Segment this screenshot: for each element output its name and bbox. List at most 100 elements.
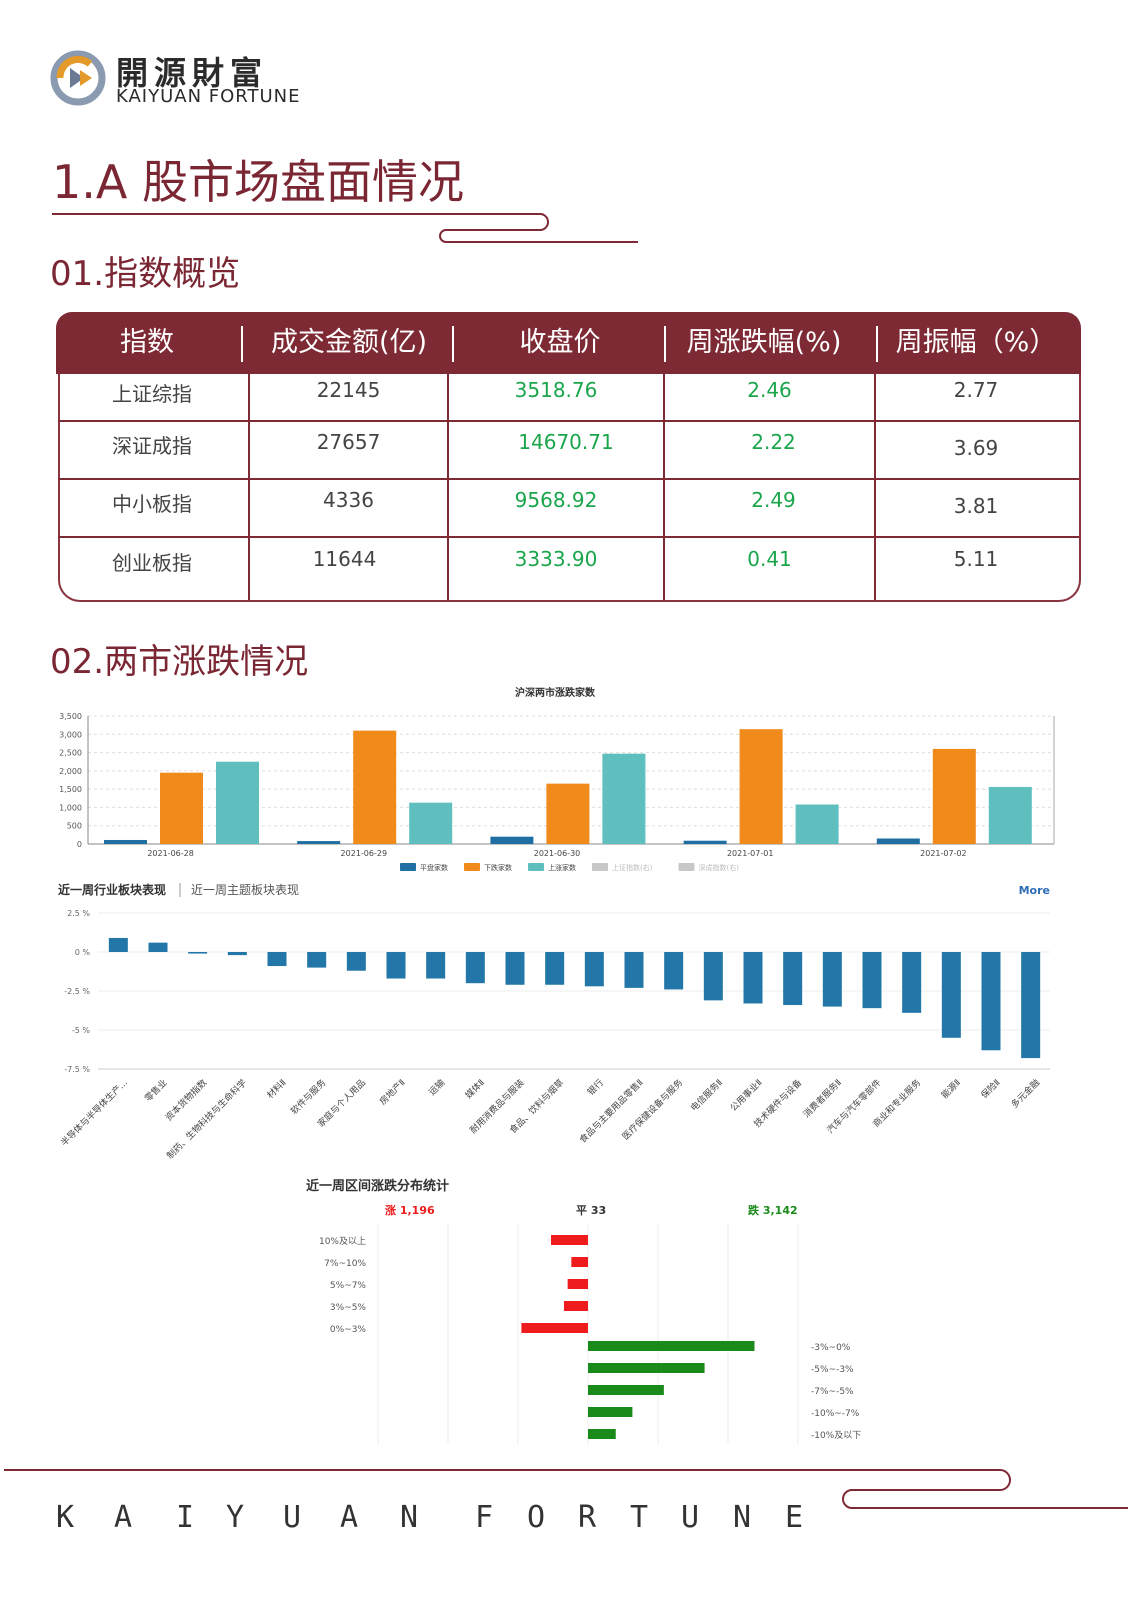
x-tick-label: 制药、生物科技与生命科学 (164, 1077, 249, 1162)
cell-index-name: 中小板指 (112, 492, 192, 516)
y-tick-label: -2.5 % (64, 987, 90, 996)
industry-bar (822, 952, 842, 1007)
cell-close: 14670.71 (518, 430, 614, 454)
up-range-label: 0%~3% (330, 1325, 367, 1335)
industry-bar (783, 952, 803, 1006)
y-tick-label: 500 (67, 822, 82, 831)
industry-bar (148, 942, 168, 952)
cell-close: 3518.76 (514, 378, 598, 402)
legend-label: 上证指数(右) (612, 863, 653, 872)
legend-swatch (400, 863, 416, 871)
footer-letter: Y (226, 1500, 245, 1535)
legend-swatch (528, 863, 544, 871)
industry-bar (902, 952, 922, 1013)
x-tick-label: 材料Ⅱ (264, 1077, 288, 1101)
cell-turnover: 27657 (316, 430, 381, 454)
bar-flat (104, 839, 147, 844)
industry-performance-chart: 近一周行业板块表现 近一周主题板块表现 More 2.5 % 0 % -2.5 % -5 %… (58, 882, 1050, 1162)
down-bar (588, 1429, 616, 1439)
industry-bar (386, 952, 406, 979)
bar-down (160, 772, 203, 844)
cell-turnover: 11644 (312, 547, 377, 571)
header-separator (876, 326, 878, 362)
row-divider (58, 478, 1079, 480)
y-tick-label: 1,500 (59, 785, 82, 794)
x-tick-label: 2021-06-29 (341, 849, 388, 858)
footer-letter: I (176, 1500, 195, 1535)
footer-line-decoration (4, 1469, 1128, 1509)
footer-letter: N (733, 1500, 752, 1535)
up-bar (563, 1301, 588, 1311)
table-header-row: 指数 成交金额(亿) 收盘价 周涨跌幅(%) 周振幅（%） (56, 312, 1081, 374)
down-count: 跌 3,142 (748, 1203, 798, 1217)
bar-up (602, 753, 646, 844)
bar-flat (490, 836, 534, 844)
x-tick-label: 软件与服务 (288, 1077, 328, 1117)
footer-letter: T (630, 1500, 649, 1535)
row-divider (58, 536, 1079, 538)
industry-bar (743, 952, 763, 1004)
y-tick-label: -7.5 % (64, 1065, 90, 1074)
tab-theme-inactive: 近一周主题板块表现 (191, 883, 299, 897)
up-range-label: 10%及以上 (319, 1236, 366, 1247)
footer-letter: O (527, 1500, 546, 1535)
y-tick-label: 1,000 (59, 803, 82, 812)
legend-label: 平盘家数 (420, 863, 448, 872)
industry-bar (664, 952, 684, 990)
x-tick-label: 2021-07-01 (727, 849, 774, 858)
more-link: More (1019, 884, 1050, 897)
x-tick-label: 房地产Ⅱ (377, 1077, 408, 1108)
industry-bar (307, 952, 327, 968)
footer-letter: N (400, 1500, 419, 1535)
footer-letter: F (475, 1500, 494, 1535)
cell-amplitude: 3.69 (953, 436, 999, 460)
cell-index-name: 深证成指 (112, 434, 192, 458)
footer-letter: A (114, 1500, 133, 1535)
cell-index-name: 上证综指 (112, 382, 192, 406)
header-separator (241, 326, 243, 362)
x-tick-label: 公用事业Ⅱ (728, 1077, 765, 1114)
index-table: 指数 成交金额(亿) 收盘价 周涨跌幅(%) 周振幅（%） 上证综指 22145… (56, 312, 1081, 602)
cell-close: 9568.92 (514, 488, 598, 512)
x-tick-label: 2021-06-28 (147, 849, 194, 858)
down-range-label: -3%~0% (811, 1343, 851, 1353)
bar-down (739, 729, 783, 844)
industry-bar (862, 952, 882, 1009)
cell-index-name: 创业板指 (112, 551, 192, 575)
footer-letter: U (283, 1500, 302, 1535)
legend-label: 深成指数(右) (699, 863, 740, 872)
up-bar (571, 1257, 588, 1267)
x-tick-label: 消费者服务Ⅱ (801, 1077, 844, 1120)
kaiyuan-logo-icon (50, 50, 106, 106)
up-count: 涨 1,196 (385, 1203, 435, 1217)
industry-bar (624, 952, 644, 988)
down-range-label: -7%~-5% (811, 1387, 854, 1397)
down-bar (588, 1385, 664, 1395)
table-body (58, 374, 1081, 602)
footer-letter: E (785, 1500, 804, 1535)
y-tick-label: 0 % (75, 948, 91, 957)
bar-flat (683, 840, 727, 844)
header-separator (452, 326, 454, 362)
column-divider (248, 374, 250, 600)
x-tick-label: 银行 (585, 1077, 606, 1098)
x-tick-label: 电信服务Ⅱ (688, 1077, 725, 1114)
cell-turnover: 4336 (323, 488, 374, 512)
header-separator (664, 326, 666, 362)
cell-weekly-change: 2.22 (751, 430, 796, 454)
bar-down (353, 730, 397, 844)
cell-weekly-change: 0.41 (747, 547, 792, 571)
y-tick-label: 0 (77, 840, 82, 849)
y-tick-label: 3,000 (59, 730, 82, 739)
down-bar (588, 1407, 633, 1417)
x-tick-label: 食品与主要用品零售Ⅱ (577, 1077, 646, 1146)
brand-name-en: KAIYUAN FORTUNE (116, 86, 301, 107)
legend-swatch (464, 863, 480, 871)
up-bar (551, 1235, 588, 1245)
footer-letter: A (340, 1500, 359, 1535)
cell-amplitude: 2.77 (953, 378, 999, 402)
brand-name-cn: 開源財富 (116, 54, 269, 92)
industry-bar (267, 952, 287, 967)
down-bar (588, 1341, 755, 1351)
market-section-title: 02.两市涨跌情况 (50, 642, 309, 682)
